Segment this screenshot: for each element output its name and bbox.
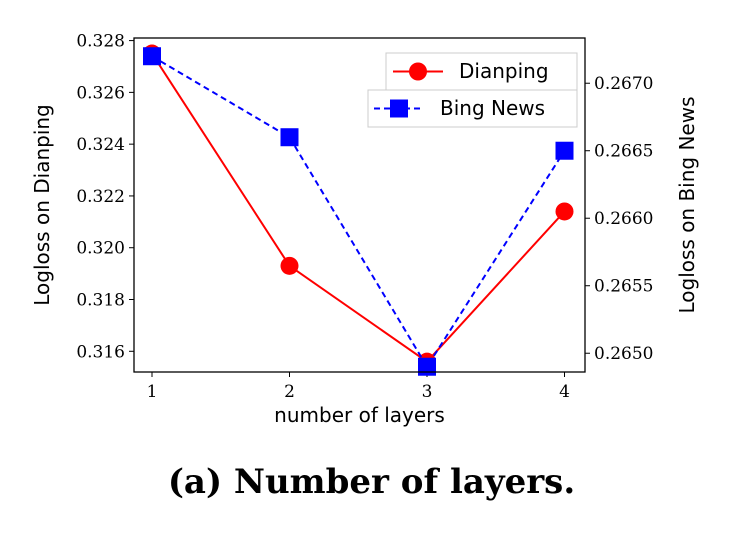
x-tick-label: 1: [147, 382, 158, 402]
series-line-1: [151, 55, 566, 369]
legend-dianping-label: Dianping: [459, 59, 549, 83]
right-axis-ticks: 0.2650 0.2655 0.2660 0.2665 0.2670: [585, 74, 653, 364]
series-layer: [143, 44, 574, 376]
left-axis-label: Logloss on Dianping: [30, 104, 54, 306]
left-axis-ticks: 0.316 0.318 0.320 0.322 0.324 0.326 0.328: [76, 32, 134, 362]
data-point-1: [418, 357, 436, 376]
left-tick-label: 0.322: [76, 187, 125, 207]
x-axis-label: number of layers: [274, 403, 445, 427]
right-tick-label: 0.2650: [594, 344, 653, 364]
data-point-1: [280, 128, 299, 147]
x-tick-label: 3: [422, 382, 433, 402]
legend: Dianping Bing News: [367, 52, 578, 128]
right-tick-label: 0.2670: [594, 74, 653, 94]
dual-axis-line-chart: 0.316 0.318 0.320 0.322 0.324 0.326 0.328 0.26…: [30, 32, 699, 427]
series-line-0: [151, 52, 566, 363]
right-tick-label: 0.2665: [594, 142, 653, 162]
left-tick-label: 0.324: [76, 135, 125, 155]
left-tick-label: 0.320: [76, 239, 125, 259]
data-point-0: [280, 256, 299, 275]
left-tick-label: 0.316: [76, 342, 125, 362]
left-tick-label: 0.318: [76, 291, 125, 311]
data-point-1: [555, 141, 574, 160]
legend-dianping-marker: [409, 62, 427, 81]
legend-bing-label: Bing News: [440, 96, 545, 120]
legend-bing-marker: [390, 99, 408, 118]
right-tick-label: 0.2660: [594, 209, 653, 229]
figure-caption: (a) Number of layers.: [167, 462, 576, 502]
left-tick-label: 0.328: [76, 32, 125, 52]
x-axis-ticks: 1 2 3 4: [147, 372, 570, 402]
right-tick-label: 0.2655: [594, 277, 653, 297]
plot-frame: [133, 37, 586, 373]
x-tick-label: 2: [284, 382, 295, 402]
right-axis-label: Logloss on Bing News: [675, 96, 699, 313]
data-point-1: [143, 47, 161, 66]
data-point-0: [555, 202, 574, 221]
x-tick-label: 4: [559, 382, 570, 402]
left-tick-label: 0.326: [76, 83, 125, 103]
